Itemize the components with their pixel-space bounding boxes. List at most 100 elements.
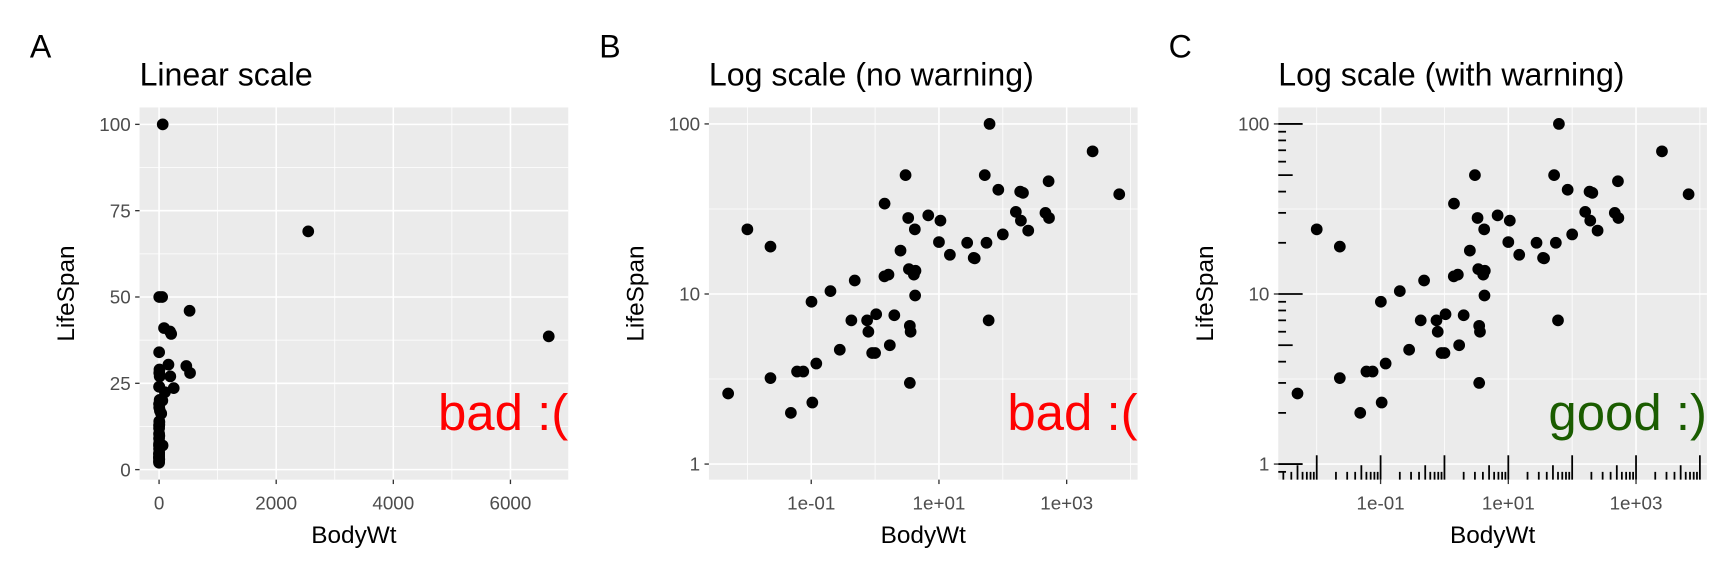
point [1414,314,1427,327]
point [1473,377,1486,389]
x-axis-label: BodyWt [881,522,967,549]
point [980,236,993,249]
point [1418,274,1430,287]
point [1553,118,1565,130]
point [805,295,818,308]
point [1503,214,1516,227]
point [791,365,803,378]
point [908,268,920,281]
point [1584,214,1597,227]
point [983,118,996,130]
y-tick-label: 100 [669,114,700,135]
point [1469,169,1481,181]
point [162,358,175,371]
point [904,325,917,338]
point [967,252,980,264]
point [922,209,935,222]
y-tick-label: 10 [1248,284,1269,305]
point [833,343,846,356]
point [1548,169,1560,181]
x-axis-label: BodyWt [1450,522,1536,549]
point [902,212,915,224]
point [1403,343,1416,356]
point [888,309,901,322]
point [1453,339,1466,352]
point [1656,145,1668,158]
point [1393,285,1406,297]
x-tick-label: 1e-01 [1357,493,1405,514]
point [992,183,1005,196]
point [1022,224,1035,237]
point [1375,396,1388,409]
point [1354,407,1367,419]
point [866,347,879,359]
point [982,314,995,327]
point [156,118,169,131]
point [996,228,1009,241]
point [764,240,777,253]
panel-title: Log scale (with warning) [1278,56,1624,92]
point [1374,295,1387,308]
y-tick-label: 50 [110,287,131,308]
point [785,407,797,419]
point [1682,188,1695,201]
annotation: bad :( [1007,384,1137,441]
panel-title: Linear scale [140,56,313,92]
plot-background [139,107,569,480]
x-axis-label: BodyWt [311,522,397,549]
panel-label: A [30,29,52,65]
point [153,291,166,303]
point [824,285,837,297]
point [1474,325,1486,338]
point [153,346,166,359]
point [1477,268,1490,281]
point [1431,325,1444,338]
point [1463,244,1476,257]
point [1530,236,1543,249]
point [933,236,945,248]
point [1017,187,1029,199]
annotation: good :) [1548,384,1707,441]
point [806,396,819,409]
x-tick-label: 0 [154,493,164,514]
annotation: bad :( [438,384,568,441]
point [1491,209,1504,222]
point [167,382,180,395]
point [1042,175,1055,188]
point [878,197,891,210]
point [1379,357,1392,370]
x-tick-label: 1e+03 [1040,493,1093,514]
point [848,274,861,287]
point [1612,175,1624,188]
point [978,169,991,181]
point [1566,228,1579,241]
x-tick-label: 1e+01 [1482,493,1535,514]
point [878,270,891,283]
point [154,405,166,417]
point [934,214,947,227]
point [158,322,170,334]
x-tick-label: 1e-01 [787,493,835,514]
point [764,372,777,385]
y-axis-label: LifeSpan [623,245,650,341]
point [1478,223,1491,236]
point [1561,183,1574,196]
y-tick-label: 1 [690,454,700,475]
point [1591,224,1604,237]
y-axis-label: LifeSpan [1192,245,1219,341]
point [1430,314,1443,327]
y-tick-label: 100 [1238,114,1269,135]
point [1586,187,1599,199]
x-tick-label: 6000 [489,493,531,514]
point [1552,314,1564,327]
point [1009,206,1022,218]
point [1502,236,1515,248]
point [1612,212,1625,224]
x-tick-label: 1e+03 [1610,493,1663,514]
panel-title: Log scale (no warning) [709,56,1034,92]
point [899,169,912,181]
point [1333,240,1346,253]
point [1360,365,1373,378]
